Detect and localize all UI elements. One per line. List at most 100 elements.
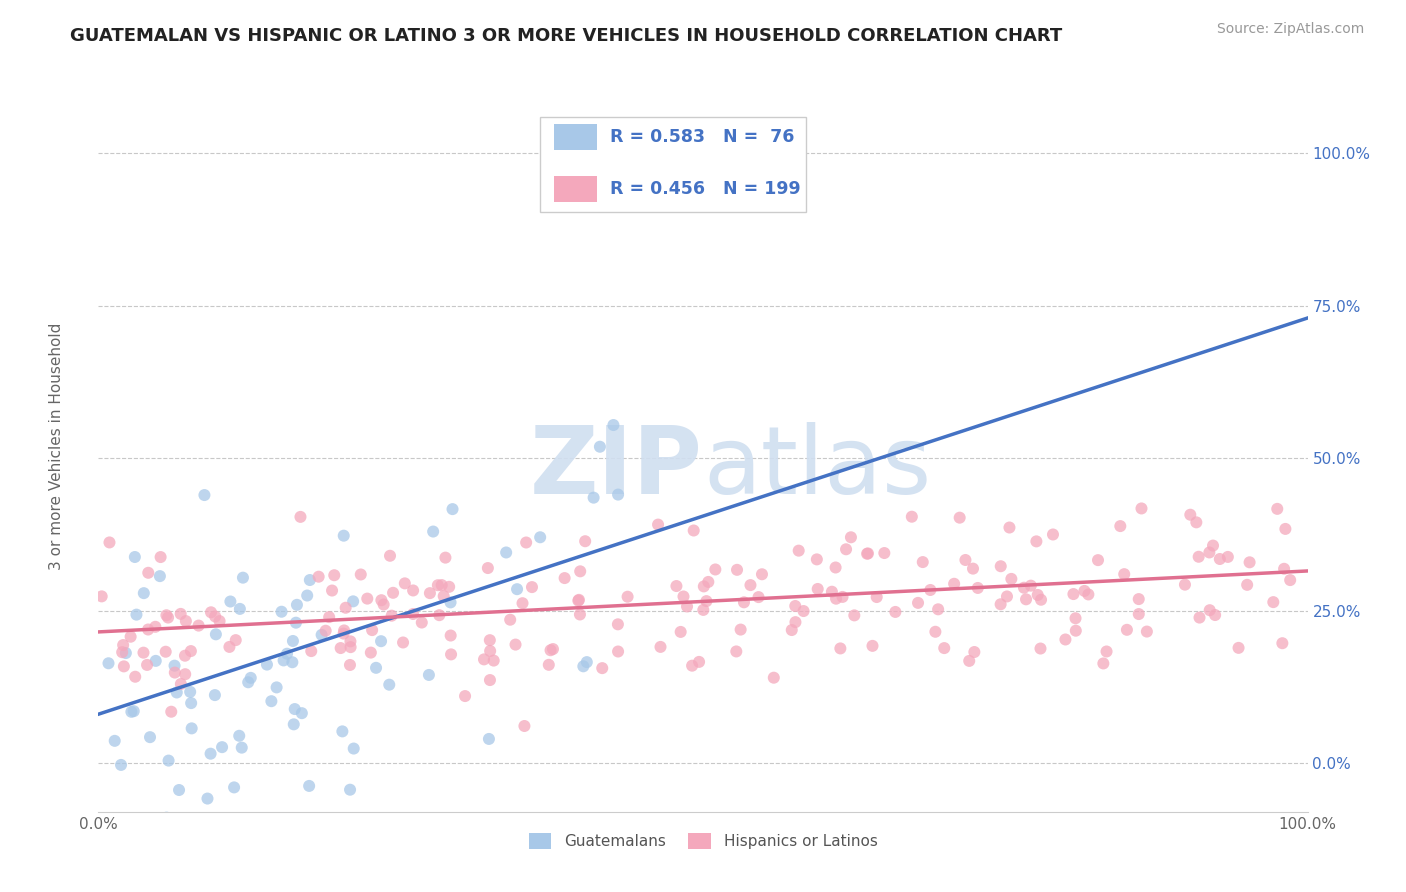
Point xyxy=(1202,539,1225,553)
Point xyxy=(785,599,807,613)
Point xyxy=(499,613,522,627)
Point xyxy=(955,553,977,567)
Point xyxy=(515,535,537,549)
Point xyxy=(160,705,183,719)
Point xyxy=(990,597,1012,611)
Point xyxy=(166,685,188,699)
Point xyxy=(1188,610,1211,624)
Point xyxy=(273,653,295,667)
Point xyxy=(204,688,226,702)
Point xyxy=(835,542,858,557)
Point xyxy=(901,509,924,524)
Point xyxy=(218,640,240,654)
Point xyxy=(482,654,505,668)
Point xyxy=(283,717,305,731)
Point xyxy=(478,731,501,746)
Point xyxy=(512,596,534,610)
Point xyxy=(856,547,879,561)
Point xyxy=(318,610,340,624)
FancyBboxPatch shape xyxy=(540,117,806,212)
Point xyxy=(260,694,283,708)
Point xyxy=(378,678,401,692)
Point xyxy=(441,502,464,516)
Point xyxy=(97,657,120,671)
Text: R = 0.456   N = 199: R = 0.456 N = 199 xyxy=(610,180,800,198)
Point xyxy=(924,624,946,639)
Point xyxy=(115,646,138,660)
Point xyxy=(157,754,180,768)
Point xyxy=(884,605,907,619)
Point xyxy=(1092,657,1115,671)
Point xyxy=(990,559,1012,574)
Point xyxy=(949,510,972,524)
Point xyxy=(180,722,202,736)
Point xyxy=(681,658,703,673)
Point xyxy=(1012,581,1035,595)
Text: ZIP: ZIP xyxy=(530,422,703,514)
Point xyxy=(602,417,624,432)
Point xyxy=(730,623,752,637)
Point xyxy=(647,517,669,532)
Point xyxy=(1180,508,1202,522)
Point xyxy=(281,634,304,648)
Point xyxy=(285,598,308,612)
Point xyxy=(360,646,382,660)
Point xyxy=(335,600,357,615)
Point xyxy=(295,589,318,603)
Point xyxy=(163,665,186,680)
Point xyxy=(606,617,628,632)
Point xyxy=(402,607,425,621)
Point xyxy=(1114,567,1136,582)
Point xyxy=(1095,644,1118,658)
Point xyxy=(830,641,852,656)
Point xyxy=(430,578,453,592)
Legend: Guatemalans, Hispanics or Latinos: Guatemalans, Hispanics or Latinos xyxy=(523,827,883,855)
Point xyxy=(1209,552,1232,566)
Point xyxy=(1025,534,1047,549)
Point xyxy=(907,596,929,610)
Point xyxy=(506,582,529,597)
Point xyxy=(607,487,630,501)
Point xyxy=(170,607,193,621)
Point xyxy=(839,530,862,544)
Point xyxy=(957,654,980,668)
Point xyxy=(793,604,815,618)
Point xyxy=(697,574,720,589)
Point xyxy=(1029,592,1052,607)
Point xyxy=(343,741,366,756)
Point xyxy=(529,530,551,544)
Point xyxy=(1185,516,1208,530)
Point xyxy=(541,642,564,657)
Point xyxy=(1239,555,1261,569)
Point xyxy=(120,705,142,719)
Point xyxy=(228,729,250,743)
Point xyxy=(1054,632,1077,647)
Point xyxy=(1128,592,1150,607)
Point xyxy=(1128,607,1150,621)
Point xyxy=(1271,636,1294,650)
Point xyxy=(356,591,378,606)
Point xyxy=(332,724,354,739)
Point xyxy=(1073,583,1095,598)
Point xyxy=(179,685,201,699)
Point xyxy=(725,563,748,577)
Point xyxy=(1274,522,1296,536)
Point xyxy=(439,595,461,609)
Text: GUATEMALAN VS HISPANIC OR LATINO 3 OR MORE VEHICLES IN HOUSEHOLD CORRELATION CHA: GUATEMALAN VS HISPANIC OR LATINO 3 OR MO… xyxy=(70,27,1063,45)
Point xyxy=(824,560,846,574)
Point xyxy=(139,730,162,744)
Point xyxy=(433,589,456,603)
Point xyxy=(1279,573,1302,587)
Point xyxy=(219,594,242,608)
Point xyxy=(862,639,884,653)
Point xyxy=(339,640,361,654)
Point xyxy=(806,552,828,566)
Point xyxy=(378,549,401,563)
Point xyxy=(831,590,853,604)
Point xyxy=(163,658,186,673)
Point xyxy=(1062,587,1084,601)
Point xyxy=(284,702,307,716)
Point xyxy=(572,659,595,673)
Point xyxy=(780,623,803,637)
Point xyxy=(422,524,444,539)
